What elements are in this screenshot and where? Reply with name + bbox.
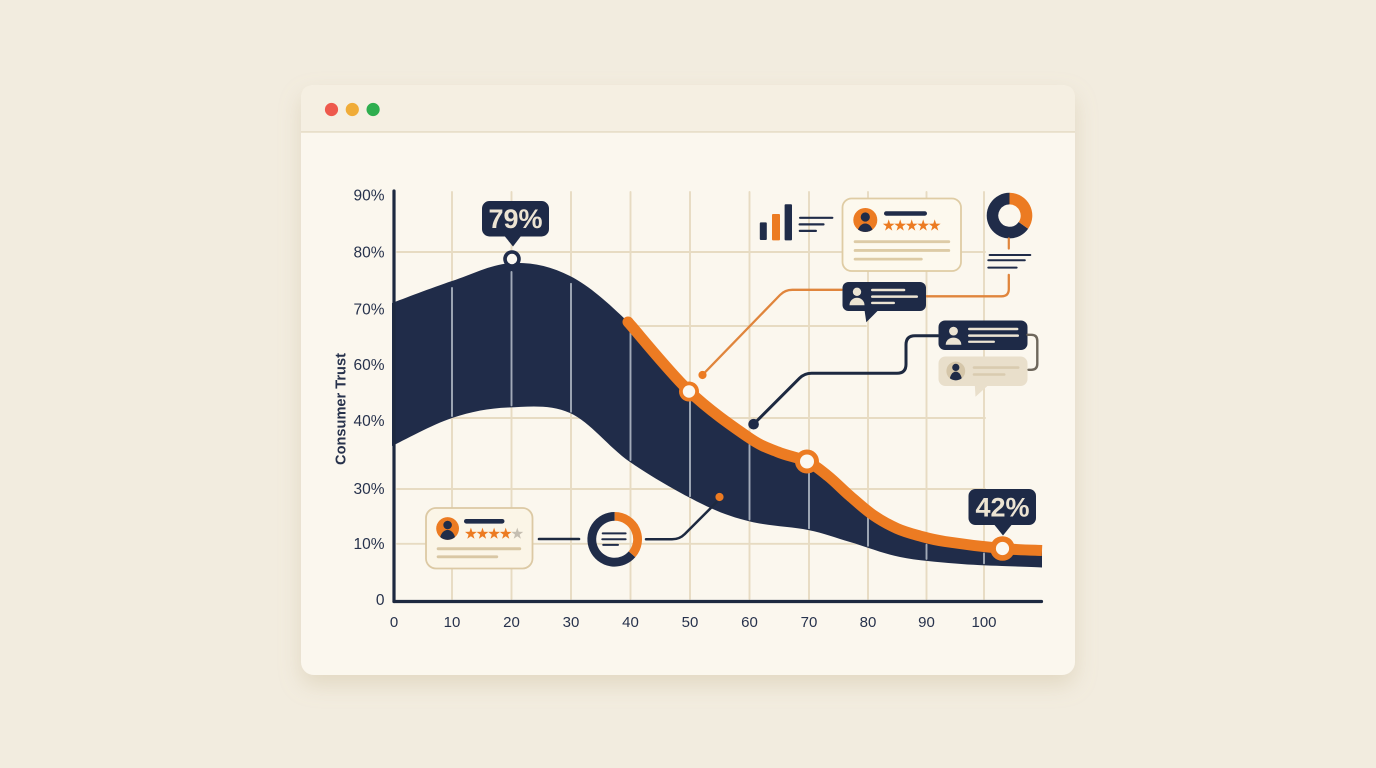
svg-text:79%: 79% [488,204,542,234]
svg-text:90%: 90% [353,187,384,204]
svg-text:100: 100 [971,614,996,631]
svg-text:20: 20 [503,614,520,631]
svg-text:50: 50 [682,614,699,631]
svg-text:Consumer Trust: Consumer Trust [334,353,350,465]
svg-text:30: 30 [563,614,580,631]
svg-text:80: 80 [860,614,877,631]
svg-text:30%: 30% [353,481,384,498]
svg-text:90: 90 [918,614,935,631]
svg-text:0: 0 [376,592,385,609]
svg-text:0: 0 [390,614,398,631]
svg-text:60: 60 [741,614,758,631]
svg-text:10%: 10% [353,536,384,553]
svg-text:40%: 40% [353,413,384,430]
svg-text:80%: 80% [353,244,384,261]
svg-text:42%: 42% [975,493,1029,523]
svg-text:60%: 60% [353,357,384,374]
svg-text:70%: 70% [353,301,384,318]
svg-text:10: 10 [444,614,461,631]
svg-text:40: 40 [622,614,639,631]
svg-text:70: 70 [801,614,818,631]
